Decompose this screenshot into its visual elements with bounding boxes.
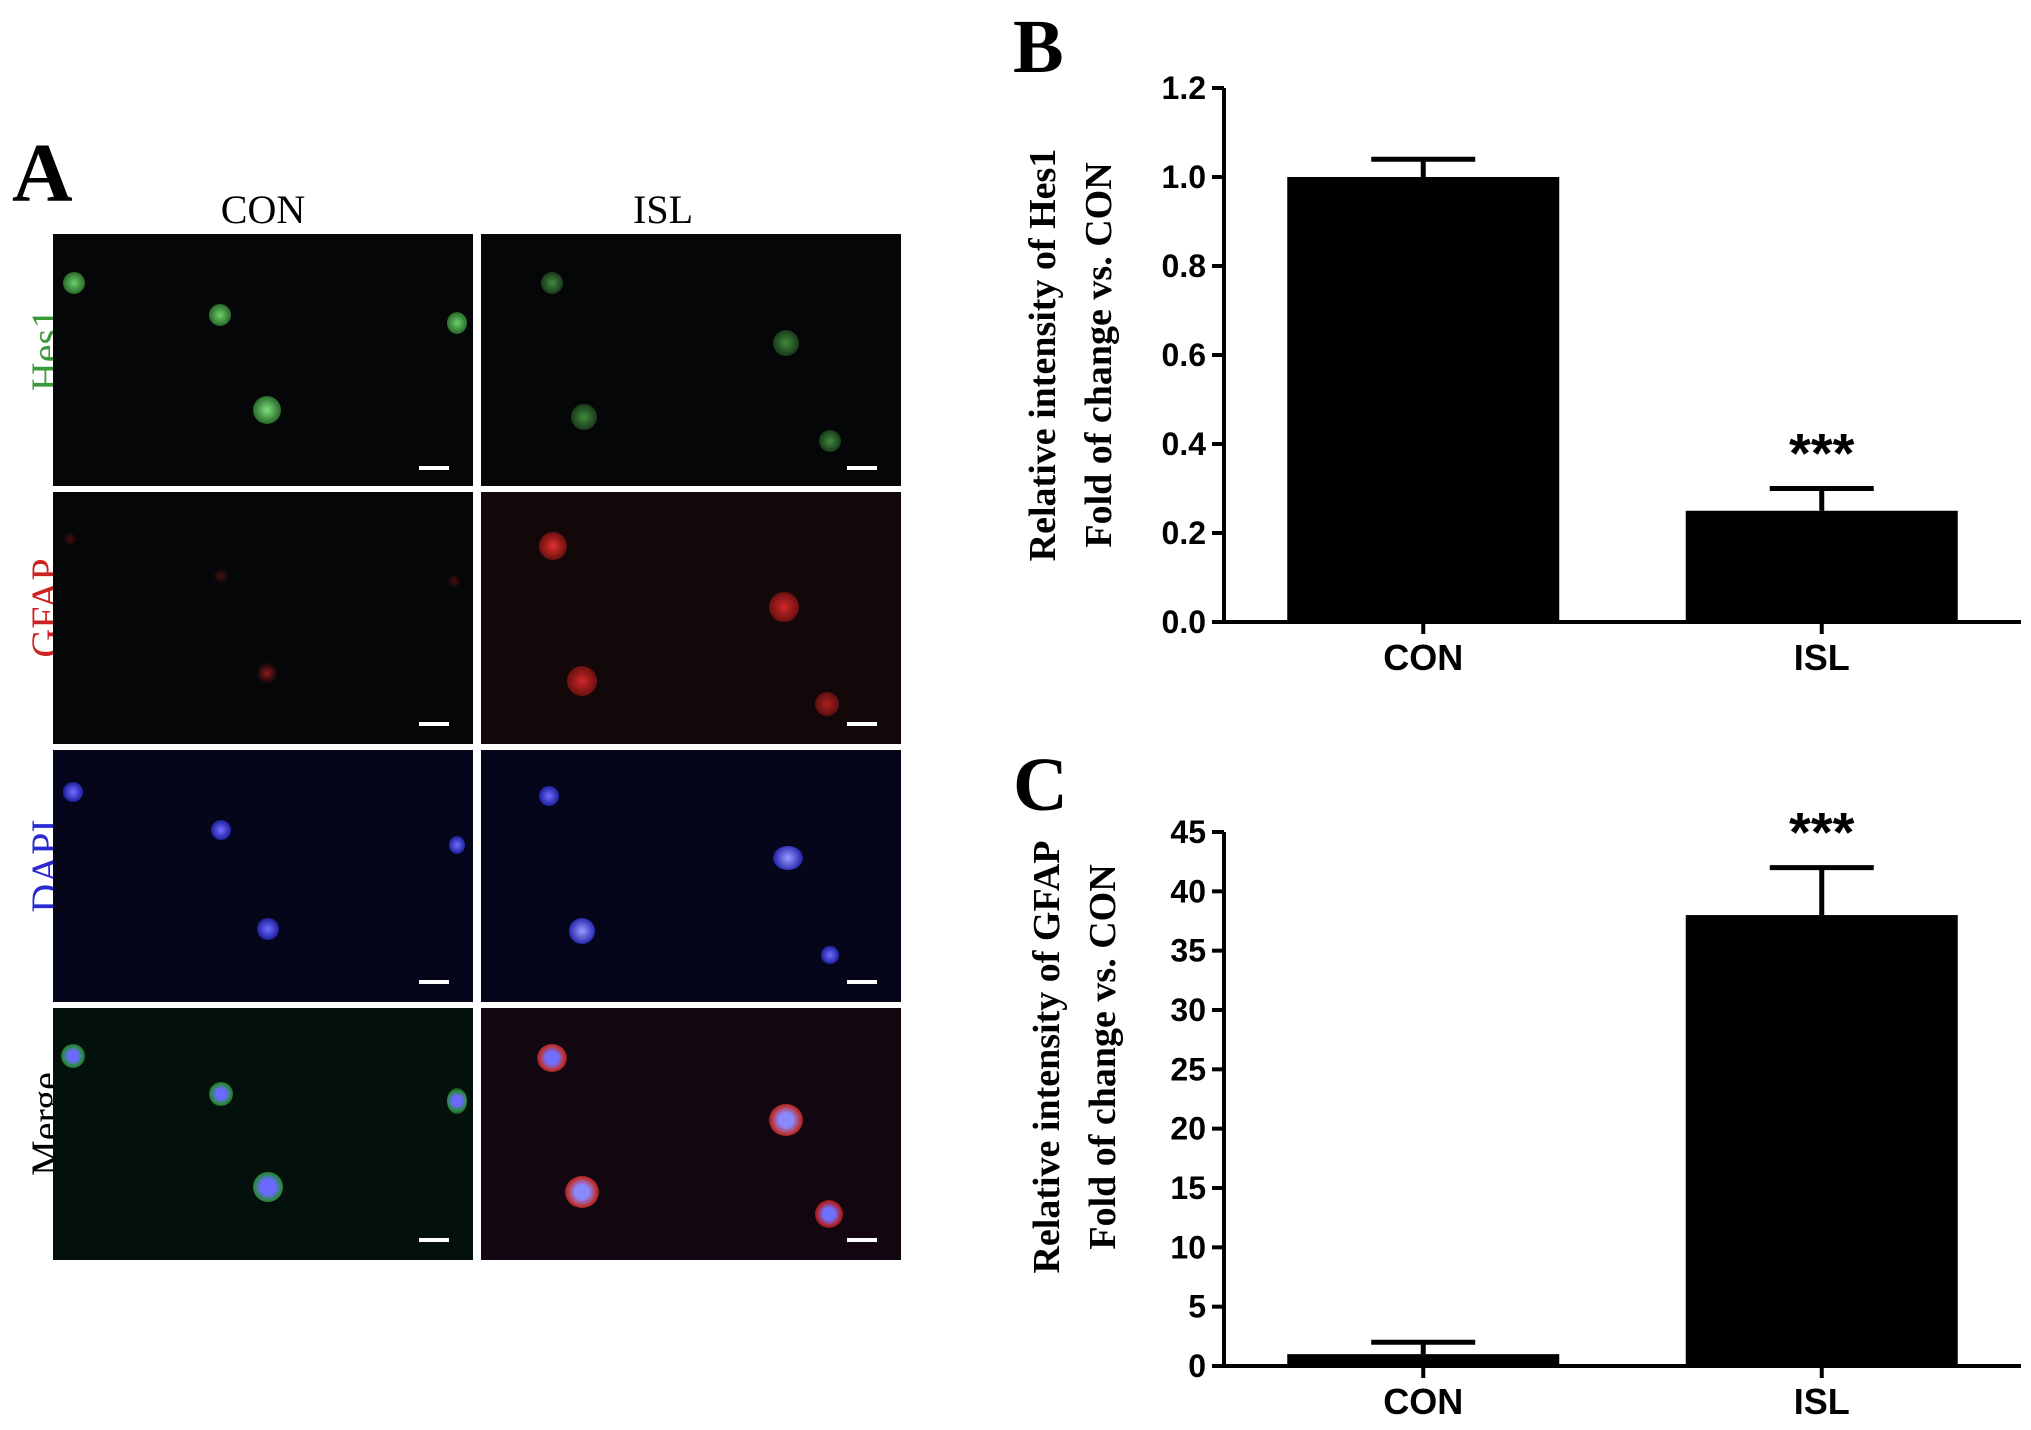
- chart-b-x-tick-label: ISL: [1794, 637, 1850, 678]
- chart-b-x-tick-label: CON: [1383, 637, 1463, 678]
- chart-c-y-tick-label: 30: [1170, 992, 1206, 1028]
- chart-c-bar-isl: [1685, 915, 1958, 1366]
- chart-b-significance-label: ***: [1789, 422, 1855, 485]
- chart-b-y-tick-label: 0.4: [1162, 426, 1207, 462]
- micrograph-con-gfap: [53, 492, 473, 744]
- chart-b-ylabel-line2: Fold of change vs. CON: [1078, 162, 1120, 547]
- micrograph-con-merge: [53, 1008, 473, 1260]
- chart-b-y-tick-label: 0.8: [1162, 248, 1206, 284]
- chart-c-panel-letter: C: [1013, 743, 1068, 827]
- chart-c-y-tick-label: 35: [1170, 933, 1206, 969]
- chart-b-hes1: B Relative intensity of Hes1 Fold of cha…: [1013, 5, 2021, 678]
- chart-c-y-tick-label: 40: [1170, 873, 1206, 909]
- micrograph-isl-dapi: [481, 750, 901, 1002]
- chart-c-y-tick-label: 5: [1188, 1289, 1206, 1325]
- chart-b-y-tick-label: 0.6: [1162, 337, 1206, 373]
- chart-c-y-tick-label: 45: [1170, 814, 1206, 850]
- micrograph-con-hes1: [53, 234, 473, 486]
- chart-b-panel-letter: B: [1013, 5, 1064, 89]
- chart-b-bar-isl: [1685, 510, 1958, 622]
- chart-b-y-tick-label: 1.0: [1162, 159, 1206, 195]
- chart-c-significance-label: ***: [1789, 801, 1855, 864]
- column-label-con: CON: [220, 187, 306, 232]
- column-label-isl: ISL: [633, 187, 693, 232]
- micrograph-isl-merge: [481, 1008, 901, 1260]
- chart-c-bar-con: [1287, 1354, 1560, 1366]
- micrograph-isl-gfap: [481, 492, 901, 744]
- panel-a-letter: A: [12, 127, 73, 220]
- chart-c-y-tick-label: 20: [1170, 1111, 1206, 1147]
- micrograph-con-dapi: [53, 750, 473, 1002]
- chart-c-ylabel-line2: Fold of change vs. CON: [1082, 864, 1124, 1249]
- chart-c-y-tick-label: 25: [1170, 1051, 1206, 1087]
- chart-c-y-tick-label: 15: [1170, 1170, 1206, 1206]
- chart-b-y-tick-label: 0.0: [1162, 604, 1206, 640]
- chart-c-x-tick-label: CON: [1383, 1381, 1463, 1422]
- chart-b-y-tick-label: 1.2: [1162, 70, 1206, 106]
- chart-b-ylabel-line1: Relative intensity of Hes1: [1022, 149, 1064, 562]
- chart-c-gfap: C Relative intensity of GFAP Fold of cha…: [1013, 743, 2021, 1422]
- chart-c-y-tick-label: 0: [1188, 1348, 1206, 1384]
- chart-c-y-tick-label: 10: [1170, 1229, 1206, 1265]
- chart-b-y-tick-label: 0.2: [1162, 515, 1206, 551]
- chart-c-ylabel-line1: Relative intensity of GFAP: [1026, 840, 1068, 1273]
- chart-b-bar-con: [1287, 177, 1560, 622]
- micrograph-isl-hes1: [481, 234, 901, 486]
- chart-c-x-tick-label: ISL: [1794, 1381, 1850, 1422]
